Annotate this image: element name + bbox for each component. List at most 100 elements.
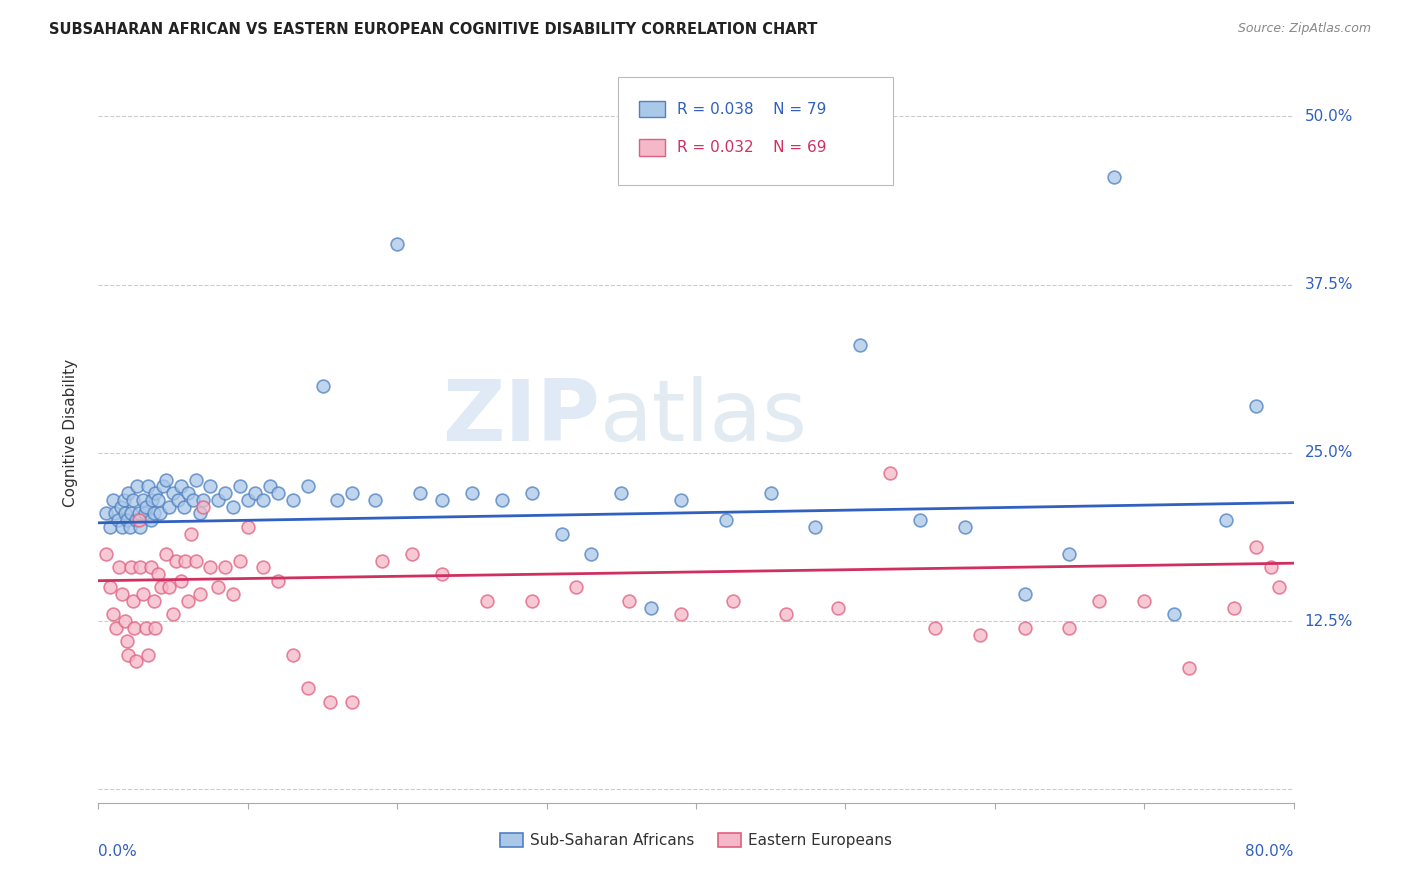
Point	[152, 479, 174, 493]
Bar	[638, 101, 665, 117]
Point	[141, 492, 163, 507]
Point	[430, 492, 453, 507]
Point	[430, 566, 453, 581]
Point	[1267, 581, 1289, 595]
Point	[200, 479, 222, 493]
Point	[136, 648, 159, 662]
Point	[128, 507, 150, 521]
Point	[827, 600, 849, 615]
Point	[207, 492, 229, 507]
Text: atlas: atlas	[600, 376, 808, 459]
Text: 12.5%: 12.5%	[1305, 614, 1353, 629]
Point	[281, 492, 304, 507]
Point	[129, 560, 152, 574]
Point	[297, 681, 319, 696]
Point	[804, 520, 827, 534]
Point	[669, 492, 692, 507]
Point	[475, 594, 498, 608]
Point	[188, 587, 211, 601]
Point	[924, 621, 946, 635]
Point	[236, 520, 259, 534]
Point	[259, 479, 281, 493]
Point	[908, 513, 931, 527]
Point	[1223, 600, 1246, 615]
Point	[118, 520, 141, 534]
Point	[191, 500, 214, 514]
Point	[103, 492, 125, 507]
Point	[775, 607, 797, 622]
Point	[319, 695, 342, 709]
Point	[267, 574, 290, 588]
Point	[408, 486, 430, 500]
Point	[207, 581, 229, 595]
Point	[124, 621, 146, 635]
Point	[155, 547, 177, 561]
Point	[1014, 621, 1036, 635]
Point	[150, 581, 173, 595]
Point	[166, 492, 188, 507]
Point	[1244, 399, 1267, 413]
Text: Source: ZipAtlas.com: Source: ZipAtlas.com	[1237, 22, 1371, 36]
Point	[177, 486, 200, 500]
Text: 37.5%: 37.5%	[1305, 277, 1353, 292]
Point	[191, 492, 214, 507]
Point	[94, 547, 117, 561]
Point	[461, 486, 484, 500]
Point	[111, 587, 134, 601]
Point	[188, 507, 211, 521]
Point	[94, 507, 117, 521]
Point	[1260, 560, 1282, 574]
Point	[236, 492, 259, 507]
Point	[364, 492, 387, 507]
Point	[879, 466, 901, 480]
Point	[143, 621, 166, 635]
Point	[520, 486, 543, 500]
Point	[129, 520, 152, 534]
Text: ZIP: ZIP	[443, 376, 600, 459]
Point	[617, 594, 640, 608]
Point	[281, 648, 304, 662]
Point	[214, 560, 236, 574]
Point	[162, 607, 184, 622]
Point	[267, 486, 290, 500]
Point	[1133, 594, 1156, 608]
Point	[139, 560, 162, 574]
Point	[142, 594, 165, 608]
Point	[180, 526, 202, 541]
Point	[169, 479, 191, 493]
Point	[148, 566, 170, 581]
Point	[120, 560, 142, 574]
Point	[143, 486, 166, 500]
Point	[311, 378, 333, 392]
Point	[759, 486, 782, 500]
Point	[114, 507, 136, 521]
Point	[1088, 594, 1111, 608]
Point	[169, 574, 191, 588]
Point	[184, 553, 207, 567]
Point	[342, 486, 364, 500]
FancyBboxPatch shape	[619, 78, 893, 185]
Text: 0.0%: 0.0%	[98, 844, 138, 858]
Point	[714, 513, 737, 527]
Point	[342, 695, 364, 709]
Point	[297, 479, 319, 493]
Point	[105, 621, 128, 635]
Point	[326, 492, 349, 507]
Point	[121, 492, 143, 507]
Point	[136, 479, 159, 493]
Point	[177, 594, 200, 608]
Point	[148, 492, 170, 507]
Text: 25.0%: 25.0%	[1305, 445, 1353, 460]
Point	[121, 594, 143, 608]
Point	[245, 486, 267, 500]
Point	[371, 553, 394, 567]
Bar	[638, 139, 665, 156]
Point	[214, 486, 236, 500]
Point	[173, 500, 195, 514]
Point	[849, 338, 872, 352]
Point	[229, 479, 252, 493]
Point	[565, 581, 588, 595]
Point	[581, 547, 603, 561]
Point	[110, 500, 132, 514]
Point	[550, 526, 572, 541]
